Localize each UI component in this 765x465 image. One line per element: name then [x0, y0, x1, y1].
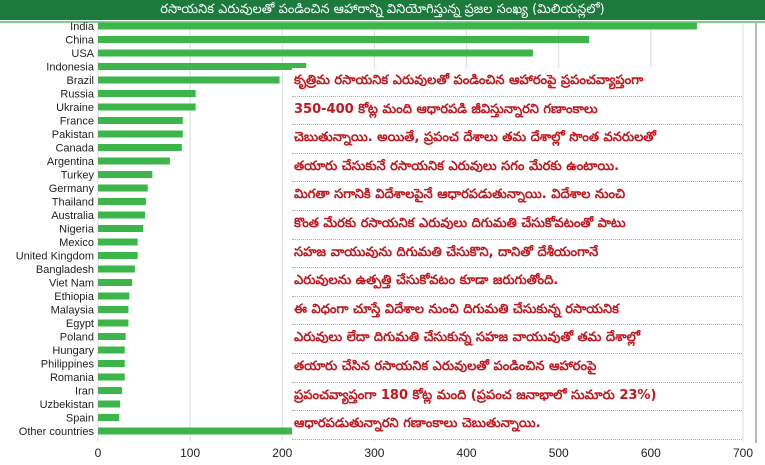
annotation-line: తయారు చేసుకునే రసాయనిక ఎరువులు సగం మేరకు… [292, 153, 742, 183]
category-label: Australia [51, 210, 95, 222]
bar-hungary [98, 346, 125, 354]
annotation-line: కొంత మేరకు రసాయనిక ఎరువులు దిగుమతి చేసుక… [292, 210, 742, 240]
bar-china [98, 36, 590, 43]
bar-usa [98, 49, 533, 57]
bar-australia [98, 211, 145, 219]
bar-germany [98, 184, 148, 192]
bar-pakistan [98, 130, 183, 138]
chart-frame [0, 23, 757, 443]
bar-spain [98, 414, 120, 421]
category-label: Indonesia [46, 62, 95, 74]
bar-ethiopia [98, 292, 130, 300]
x-tick-label: 700 [733, 446, 753, 460]
bar-turkey [98, 171, 153, 178]
category-label: Turkey [61, 170, 95, 182]
category-label: India [70, 21, 95, 33]
category-label: Malaysia [51, 305, 95, 317]
annotation-line: కృత్రిమ రసాయనిక ఎరువులతో పండించిన ఆహారంప… [292, 68, 742, 97]
x-tick-label: 300 [364, 446, 384, 460]
category-label: Ethiopia [54, 291, 95, 303]
category-label: Poland [60, 332, 94, 344]
title-divider [0, 21, 765, 23]
category-label: Mexico [59, 237, 94, 249]
annotation-line: 350-400 కోట్ల మంది ఆధారపడి జీవిస్తున్నార… [292, 96, 742, 126]
x-tick-label: 500 [549, 446, 569, 460]
bar-united-kingdom [98, 252, 138, 259]
annotation-line: మిగతా సగానికి విదేశాలపైనే ఆధారపడుతున్నాయ… [292, 182, 742, 211]
x-tick-label: 0 [95, 446, 102, 460]
x-tick-label: 600 [641, 446, 661, 460]
bar-russia [98, 90, 196, 97]
category-label: France [60, 116, 94, 128]
category-label: Uzbekistan [40, 399, 94, 411]
bar-mexico [98, 238, 138, 246]
bar-bangladesh [98, 265, 135, 273]
category-label: Hungary [52, 345, 94, 357]
category-label: Pakistan [52, 129, 94, 141]
annotation-line: ఎరువులు లేదా దిగుమతి చేసుకున్న సహజ వాయువ… [292, 325, 742, 354]
category-label: Ukraine [56, 102, 94, 114]
annotation-line: చెబుతున్నాయి. అయితే, ప్రపంచ దేశాలు తమ దే… [292, 125, 742, 154]
chart-title: రసాయనిక ఎరువులతో పండించిన ఆహారాన్ని విని… [0, 0, 765, 20]
category-label: Iran [75, 386, 94, 398]
annotation-box: కృత్రిమ రసాయనిక ఎరువులతో పండించిన ఆహారంప… [292, 68, 742, 440]
annotation-line: ఈ విధంగా చూస్తే విదేశాల నుంచి దిగుమతి చే… [292, 296, 742, 326]
bar-india [98, 22, 697, 30]
category-label: Philippines [41, 359, 95, 371]
x-tick-label: 400 [457, 446, 477, 460]
category-label: Brazil [66, 75, 94, 87]
category-label: United Kingdom [16, 251, 94, 263]
annotation-line: ఎరువులను ఉత్పత్తి చేసుకోవటం కూడా జరుగుతో… [292, 268, 742, 297]
category-label: Romania [50, 372, 95, 384]
x-tick-label: 200 [272, 446, 292, 460]
bar-ukraine [98, 103, 196, 111]
category-label: Thailand [52, 197, 94, 209]
category-label: Argentina [47, 156, 95, 168]
category-label: USA [71, 48, 94, 60]
x-tick-label: 100 [180, 446, 200, 460]
bar-malaysia [98, 306, 129, 313]
bar-brazil [98, 76, 280, 84]
bar-thailand [98, 198, 146, 205]
bar-france [98, 117, 183, 124]
bar-nigeria [98, 225, 144, 232]
category-label: Viet Nam [49, 278, 94, 290]
bar-egypt [98, 319, 129, 327]
bar-iran [98, 387, 122, 394]
category-label: Russia [60, 89, 95, 101]
bar-poland [98, 333, 126, 340]
category-label: Nigeria [59, 224, 95, 236]
category-label: Germany [49, 183, 95, 195]
annotation-line: ప్రపంచవ్యాప్తంగా 180 కోట్ల మంది (ప్రపంచ … [292, 382, 742, 412]
category-label: Spain [66, 413, 94, 425]
bar-romania [98, 373, 125, 381]
bar-indonesia [98, 63, 307, 70]
category-label: Other countries [19, 426, 95, 438]
bar-canada [98, 144, 182, 151]
annotation-line: ఆధారపడుతున్నారని గణాంకాలు చెబుతున్నాయి. [292, 411, 742, 440]
bar-argentina [98, 157, 170, 165]
category-label: Bangladesh [36, 264, 94, 276]
annotation-line: తయారు చేసిన రసాయనిక ఎరువులతో పండించిన ఆహ… [292, 353, 742, 383]
bar-uzbekistan [98, 400, 121, 408]
bar-viet-nam [98, 279, 133, 286]
annotation-line: సహజ వాయువును దిగుమతి చేసుకొని, దానితో దే… [292, 239, 742, 269]
bar-philippines [98, 360, 125, 367]
category-label: Canada [55, 143, 94, 155]
category-label: Egypt [66, 318, 94, 330]
category-label: China [65, 35, 95, 47]
